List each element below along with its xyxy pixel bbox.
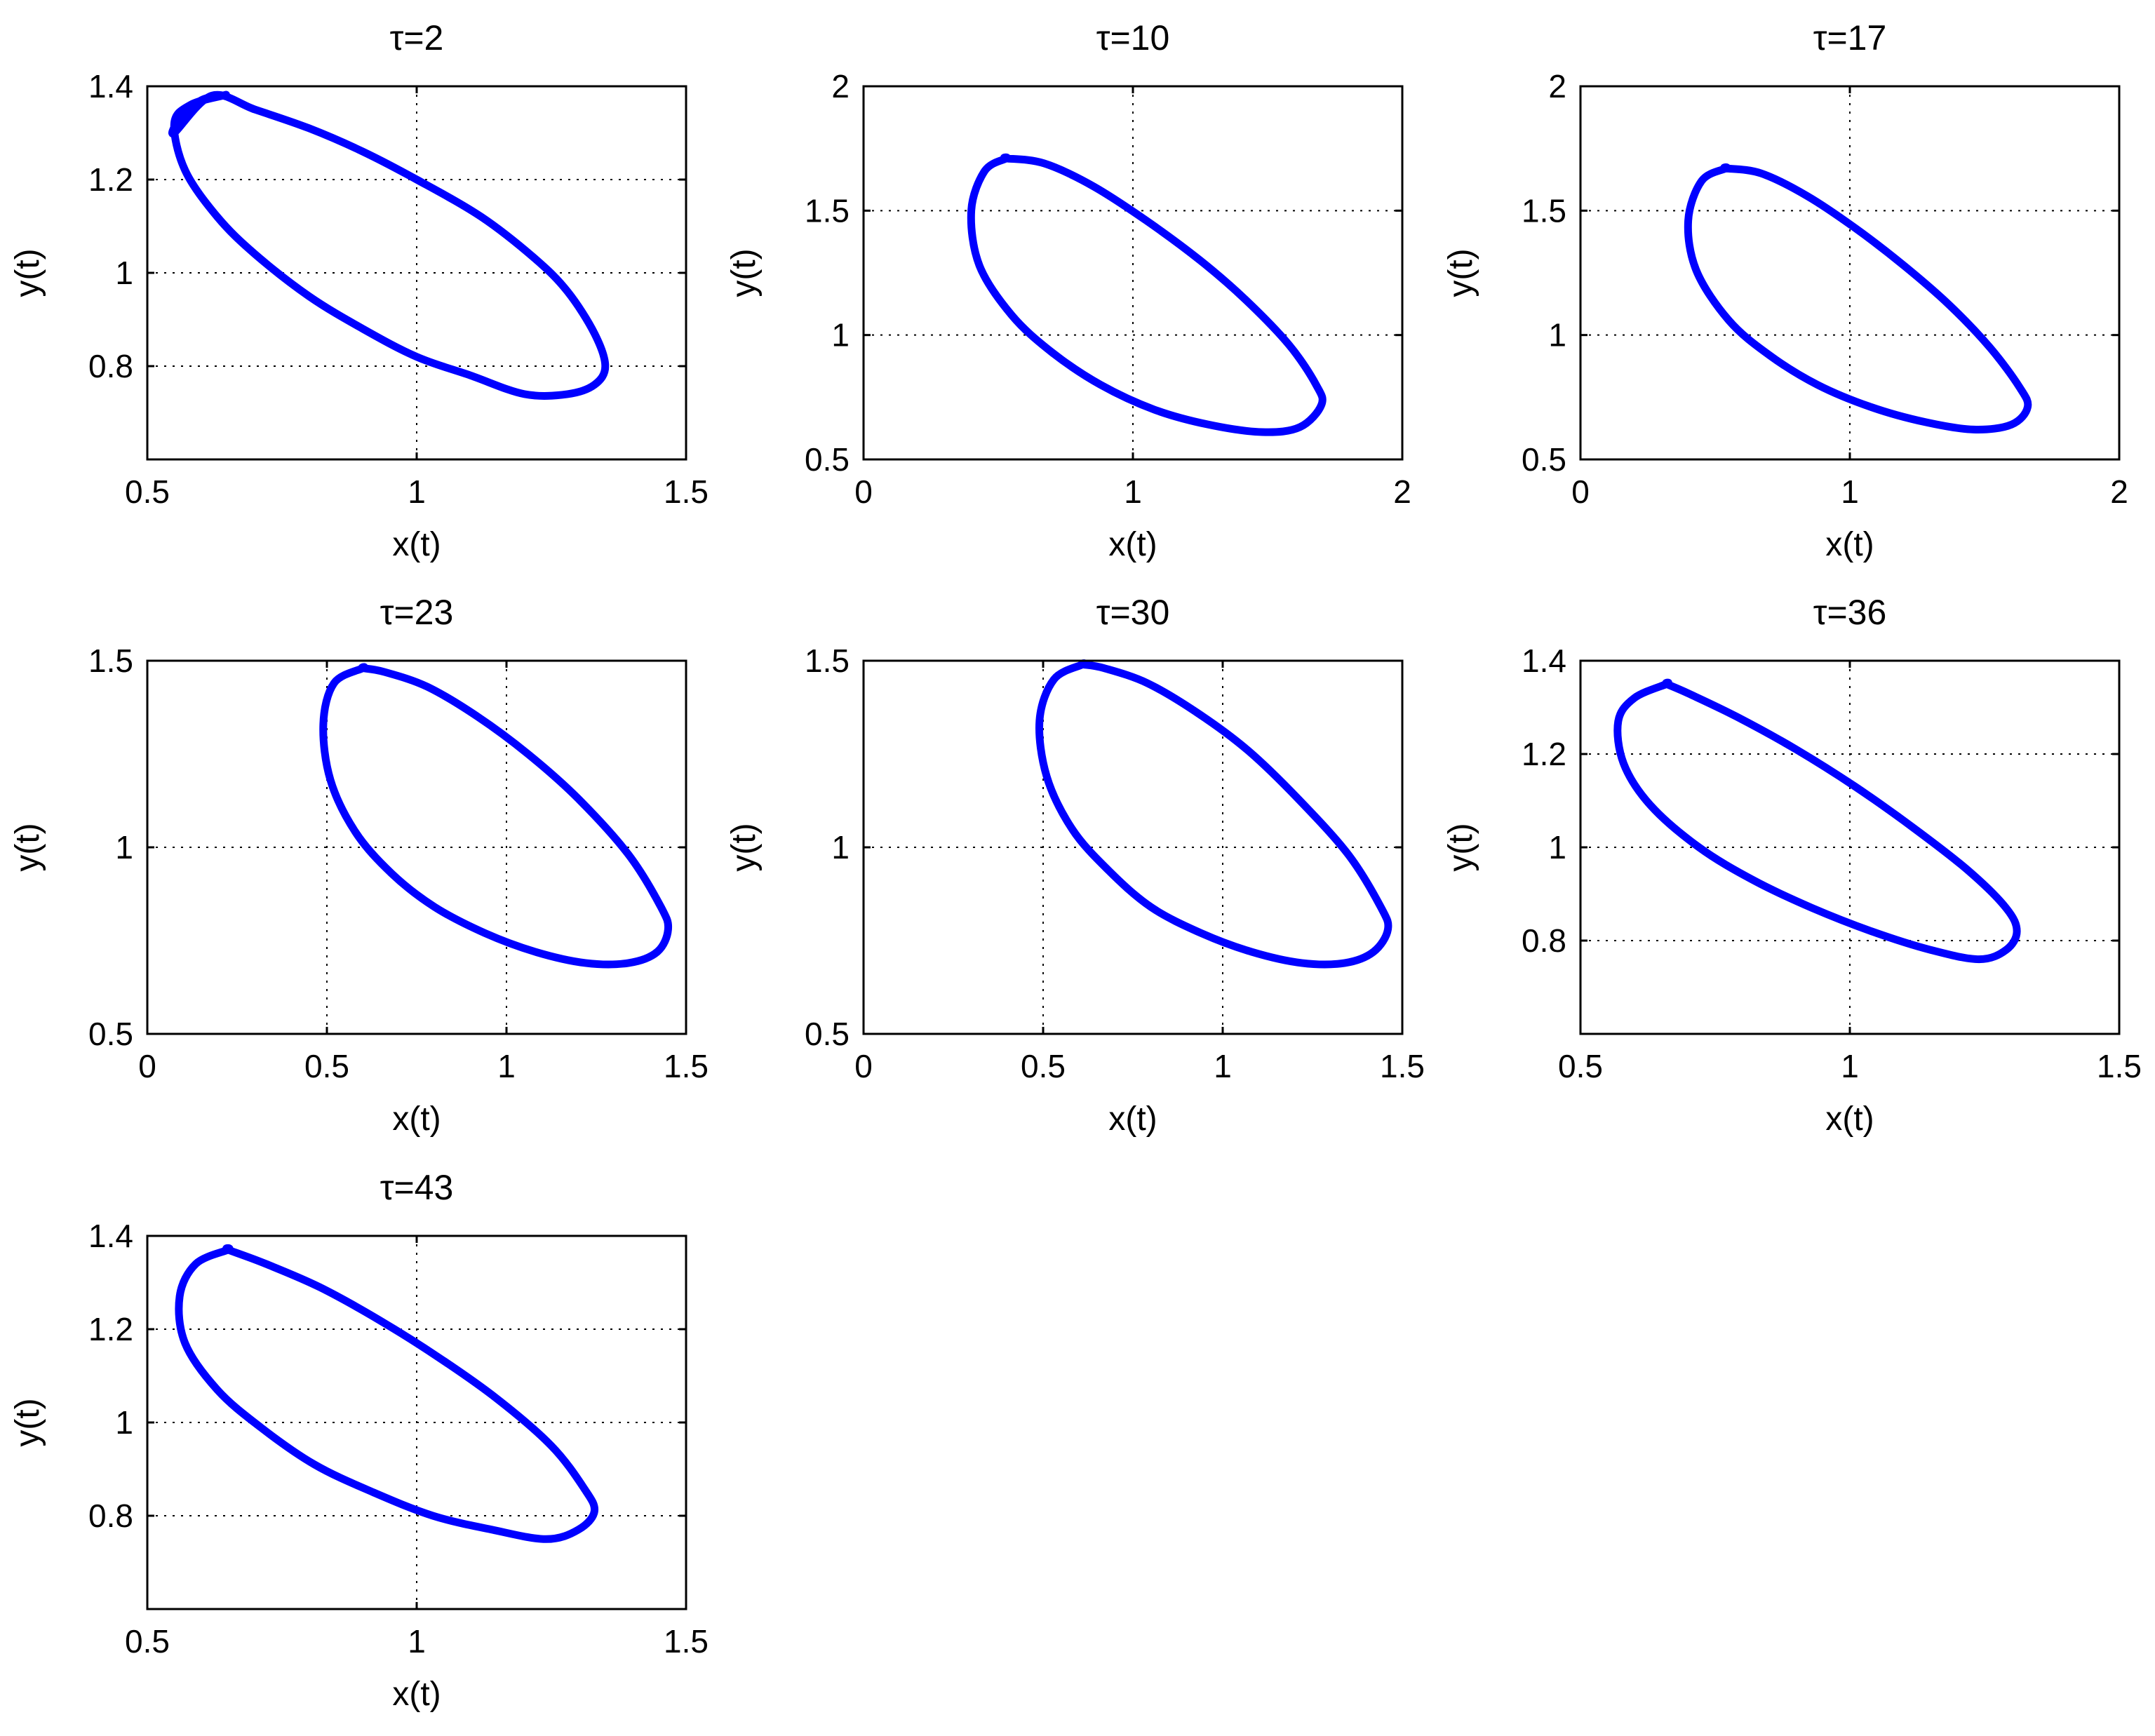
y-tick-label: 1.5 (1522, 192, 1566, 229)
y-tick-label: 1 (831, 829, 850, 866)
y-tick-label: 1 (115, 1404, 133, 1441)
trajectory-curve (1684, 163, 2032, 433)
x-axis-label: x(t) (392, 526, 441, 563)
y-tick-label: 1.5 (805, 192, 850, 229)
x-axis-label: x(t) (1108, 526, 1157, 563)
y-tick-label: 1 (1548, 317, 1566, 354)
y-tick-label: 0.5 (1522, 441, 1566, 478)
trajectory-curve (967, 153, 1327, 436)
y-axis-label: y(t) (1442, 248, 1479, 297)
x-axis-label: x(t) (1825, 526, 1874, 563)
x-tick-label: 0.5 (1021, 1048, 1066, 1084)
panel-title: τ=10 (1096, 18, 1170, 58)
x-tick-label: 1 (408, 473, 426, 510)
y-axis-label: y(t) (725, 823, 763, 871)
panel-title: τ=2 (390, 18, 444, 58)
y-tick-label: 0.8 (88, 1498, 133, 1534)
panel-title: τ=23 (380, 593, 454, 632)
x-tick-label: 1.5 (664, 1048, 709, 1084)
x-tick-label: 2 (1393, 473, 1411, 510)
x-tick-label: 1 (1841, 473, 1859, 510)
y-axis-label: y(t) (9, 1398, 46, 1446)
y-tick-label: 0.8 (88, 348, 133, 384)
chart-panel-6: 0.5 1 1.5 0.8 1 1.2 1.4 τ=36 x(t) y(t) (1442, 593, 2142, 1138)
x-tick-label: 0.5 (125, 473, 170, 510)
x-tick-label: 0.5 (304, 1048, 349, 1084)
chart-panel-4: 0 0.5 1 1.50.511.5τ=23x(t)y(t) (9, 593, 709, 1138)
y-tick-label: 1.4 (88, 68, 133, 105)
y-tick-label: 0.5 (805, 441, 850, 478)
y-tick-label: 1 (1548, 829, 1566, 866)
x-axis-label: x(t) (392, 1101, 441, 1138)
panel-title: τ=30 (1096, 593, 1170, 632)
x-tick-label: 0 (1571, 473, 1590, 510)
y-tick-label: 1 (831, 317, 850, 354)
y-tick-label: 1.4 (1522, 642, 1566, 679)
y-tick-label: 2 (1548, 68, 1566, 105)
y-tick-label: 1.2 (88, 1311, 133, 1347)
y-tick-label: 2 (831, 68, 850, 105)
chart-panel-1: 0.5 1 1.5 0.8 1 1.2 1.4 τ=2 x(t) y(t) (9, 18, 709, 563)
x-tick-label: 0 (854, 1048, 873, 1084)
x-tick-label: 0 (138, 1048, 156, 1084)
panel-title: τ=17 (1813, 18, 1887, 58)
panel-title: τ=36 (1813, 593, 1887, 632)
x-tick-label: 1.5 (2097, 1048, 2142, 1084)
trajectory-curve (1035, 659, 1392, 969)
x-tick-label: 1 (408, 1623, 426, 1660)
trajectory-curve (175, 1244, 599, 1543)
chart-panel-3: 0 1 2 0.5 1 1.5 2 τ=17 x(t) y(t) (1442, 18, 2128, 563)
chart-panel-5: 0 0.5 1 1.50.511.5τ=30x(t)y(t) (725, 593, 1425, 1138)
x-tick-label: 1 (1214, 1048, 1232, 1084)
x-tick-label: 0 (854, 473, 873, 510)
y-tick-label: 1.4 (88, 1218, 133, 1254)
y-tick-label: 1 (115, 255, 133, 291)
x-axis-label: x(t) (1108, 1101, 1157, 1138)
y-axis-label: y(t) (9, 823, 46, 871)
y-tick-label: 0.8 (1522, 922, 1566, 959)
x-tick-label: 1 (1124, 473, 1142, 510)
x-tick-label: 1.5 (1380, 1048, 1425, 1084)
y-tick-label: 1.2 (1522, 736, 1566, 772)
y-tick-label: 1 (115, 829, 133, 866)
trajectory-curve (319, 663, 673, 969)
x-tick-label: 1.5 (664, 473, 709, 510)
y-tick-label: 1.5 (88, 642, 133, 679)
x-axis-label: x(t) (392, 1676, 441, 1713)
chart-panel-2: 0 1 2 0.5 1 1.5 2 τ=10 x(t) y(t) (725, 18, 1411, 563)
x-tick-label: 1.5 (664, 1623, 709, 1660)
trajectory-curve (1613, 678, 2021, 964)
y-tick-label: 1.5 (805, 642, 850, 679)
trajectory-curve (168, 90, 610, 400)
y-axis-label: y(t) (1442, 823, 1479, 871)
x-tick-label: 1 (1841, 1048, 1859, 1084)
y-tick-label: 1.2 (88, 161, 133, 198)
y-tick-label: 0.5 (88, 1016, 133, 1052)
x-tick-label: 0.5 (125, 1623, 170, 1660)
chart-panel-7: 0.5 1 1.5 0.8 1 1.2 1.4 τ=43 x(t) y(t) (9, 1168, 709, 1713)
x-tick-label: 2 (2110, 473, 2128, 510)
y-axis-label: y(t) (9, 248, 46, 297)
x-tick-label: 1 (497, 1048, 516, 1084)
y-axis-label: y(t) (725, 248, 763, 297)
x-tick-label: 0.5 (1558, 1048, 1603, 1084)
panel-title: τ=43 (380, 1168, 454, 1207)
y-tick-label: 0.5 (805, 1016, 850, 1052)
x-axis-label: x(t) (1825, 1101, 1874, 1138)
